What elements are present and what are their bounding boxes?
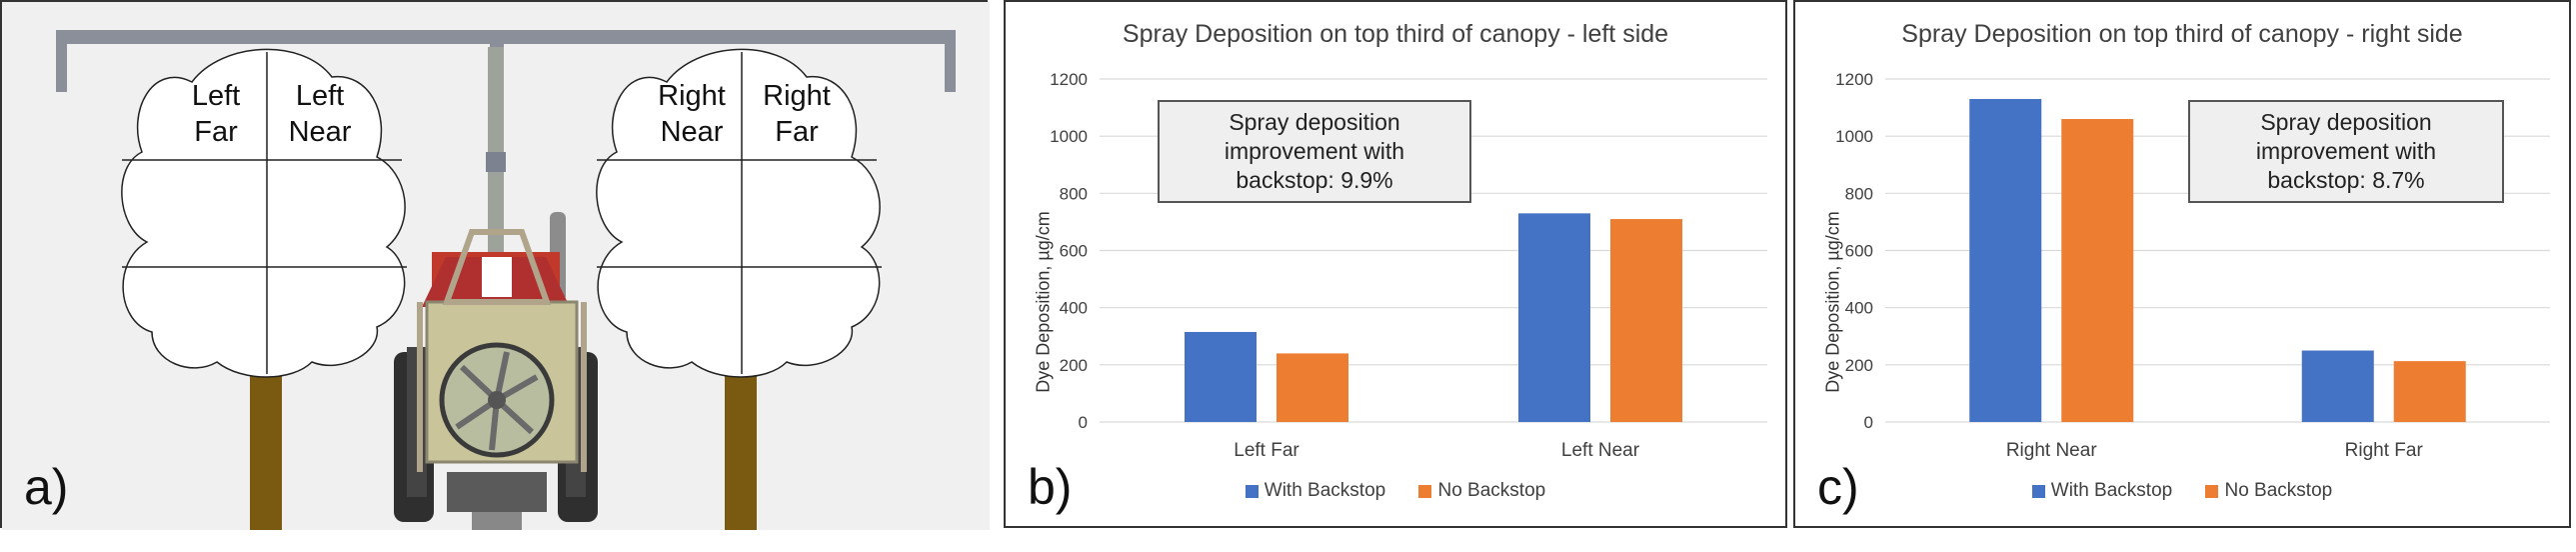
legend-label: No Backstop [1437, 480, 1546, 501]
y-tick-label: 400 [1060, 299, 1088, 318]
left-tree-trunk [250, 372, 282, 530]
overhead-frame [56, 30, 956, 92]
y-tick-label: 0 [1864, 413, 1873, 432]
y-tick-label: 800 [1845, 184, 1873, 203]
legend-no-backstop: No Backstop [1418, 480, 1545, 502]
bar [1185, 331, 1257, 422]
tractor-sprayer [394, 212, 598, 530]
legend-label: With Backstop [1264, 480, 1386, 501]
right-tree-trunk [725, 372, 757, 530]
right-far-label-line1: Right [763, 80, 831, 112]
bar [1277, 353, 1348, 422]
annotation-line-2: improvement with [1224, 138, 1405, 164]
legend-with-backstop: With Backstop [2031, 480, 2173, 502]
right-tree-canopy [596, 48, 882, 378]
panel-a-illustration: Left Far Left Near Right Near Right Far [0, 0, 990, 530]
bar-chart-left: 0 200 400 600 800 1000 1200 Left Far Left Near [1050, 70, 1767, 461]
chart-title: Spray Deposition on top third of canopy … [1122, 20, 1669, 48]
y-tick-label: 1000 [1835, 127, 1873, 146]
legend-with-backstop: With Backstop [1245, 480, 1386, 502]
y-tick-label: 200 [1845, 356, 1873, 375]
mast-clamp [486, 152, 506, 172]
improvement-annotation: Spray deposition improvement with backst… [1158, 100, 1471, 203]
right-far-label-line2: Far [775, 116, 819, 148]
bar-chart-right: 0 200 400 600 800 1000 1200 Right Near Right Far [1835, 70, 2550, 461]
legend-swatch-orange [1418, 484, 1432, 498]
panel-c-letter: c) [1817, 459, 1859, 515]
y-tick-label: 800 [1060, 184, 1088, 203]
bar [2061, 119, 2134, 423]
left-far-label-line1: Left [192, 80, 240, 112]
y-tick-label: 1200 [1050, 70, 1088, 89]
annotation-line-1: Spray deposition [1229, 109, 1400, 135]
annotation-line-2: improvement with [2255, 138, 2437, 164]
bar [2393, 361, 2466, 422]
panel-b-letter: b) [1028, 459, 1073, 515]
x-tick-label: Left Far [1234, 440, 1299, 461]
legend-label: No Backstop [2224, 480, 2333, 501]
left-far-label-line2: Far [194, 116, 238, 148]
y-tick-label: 0 [1079, 413, 1088, 432]
annotation-line-1: Spray deposition [2260, 109, 2432, 135]
panel-c-chart: Spray Deposition on top third of canopy … [1793, 0, 2571, 528]
legend-swatch-blue [2031, 484, 2045, 498]
legend-no-backstop: No Backstop [2205, 480, 2332, 502]
legend: With Backstop No Backstop [1006, 480, 1785, 504]
y-tick-label: 600 [1060, 242, 1088, 261]
panel-a-letter: a) [24, 459, 69, 515]
y-tick-label: 1200 [1835, 70, 1873, 89]
legend-swatch-orange [2205, 484, 2219, 498]
bar [1969, 99, 2042, 422]
panel-b-chart: Spray Deposition on top third of canopy … [1004, 0, 1787, 528]
improvement-annotation: Spray deposition improvement with backst… [2188, 100, 2504, 203]
chart-title: Spray Deposition on top third of canopy … [1901, 20, 2463, 48]
y-tick-label: 400 [1845, 299, 1873, 318]
legend-label: With Backstop [2050, 480, 2173, 501]
y-tick-label: 1000 [1050, 127, 1088, 146]
annotation-line-3: backstop: 8.7% [2267, 167, 2425, 193]
y-tick-label: 200 [1060, 356, 1088, 375]
bar [1610, 219, 1682, 422]
y-tick-label: 600 [1845, 242, 1873, 261]
right-near-label-line2: Near [661, 116, 724, 148]
left-near-label-line2: Near [289, 116, 352, 148]
sprayer-illustration: Left Far Left Near Right Near Right Far [2, 2, 990, 530]
x-tick-label: Right Near [2006, 440, 2097, 461]
right-near-label-line1: Right [658, 80, 726, 112]
bar [1518, 213, 1590, 422]
legend: With Backstop No Backstop [1795, 480, 2569, 504]
x-tick-label: Right Far [2345, 440, 2424, 461]
legend-swatch-blue [1245, 484, 1259, 498]
bar [2301, 350, 2374, 422]
annotation-line-3: backstop: 9.9% [1236, 167, 1393, 193]
left-tree-canopy [121, 48, 407, 378]
x-tick-label: Left Near [1561, 440, 1640, 461]
left-near-label-line1: Left [296, 80, 344, 112]
